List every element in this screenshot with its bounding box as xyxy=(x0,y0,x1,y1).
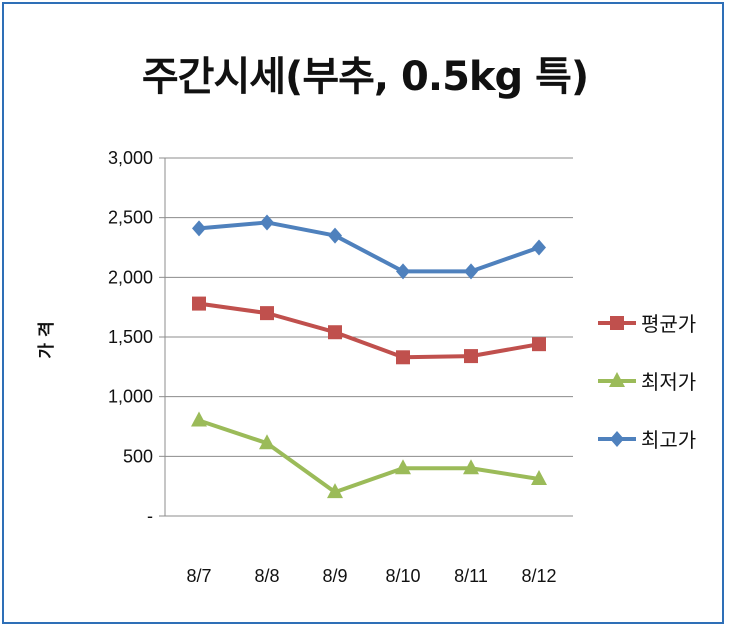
data-point-triangle xyxy=(609,372,625,387)
data-point-diamond xyxy=(260,214,274,231)
data-point-square xyxy=(328,325,342,340)
chart-title: 주간시세(부추, 0.5kg 특) xyxy=(141,54,589,100)
data-point-diamond xyxy=(532,239,546,256)
data-point-triangle xyxy=(395,459,411,475)
y-tick-label: 500 xyxy=(123,446,153,466)
series-markers xyxy=(191,214,547,499)
data-point-diamond xyxy=(464,263,478,280)
axes xyxy=(159,157,573,517)
y-tick-label: 1,500 xyxy=(108,327,153,347)
x-tick-labels: 8/7 8/8 8/9 8/10 8/11 8/12 xyxy=(186,566,556,586)
data-point-square xyxy=(532,337,546,352)
x-tick-label: 8/12 xyxy=(521,566,556,586)
gridlines xyxy=(165,157,573,457)
x-tick-label: 8/7 xyxy=(186,566,211,586)
series-line xyxy=(198,418,540,495)
data-point-triangle xyxy=(463,459,479,475)
data-point-triangle xyxy=(191,411,207,427)
data-point-diamond xyxy=(610,431,624,447)
data-point-square xyxy=(464,349,478,364)
data-point-diamond xyxy=(328,227,342,244)
data-point-diamond xyxy=(396,263,410,280)
data-point-diamond xyxy=(192,220,206,237)
x-tick-label: 8/9 xyxy=(322,566,347,586)
data-point-triangle xyxy=(531,470,547,486)
data-point-square xyxy=(610,316,624,330)
series-line xyxy=(198,220,540,274)
x-tick-label: 8/11 xyxy=(454,566,488,586)
y-tick-label: 3,000 xyxy=(108,148,153,168)
x-tick-label: 8/10 xyxy=(385,566,420,586)
data-point-triangle xyxy=(327,483,343,499)
data-point-square xyxy=(396,350,410,365)
legend-label: 최저가 xyxy=(641,370,696,394)
y-tick-label: 2,000 xyxy=(108,267,153,287)
legend-label: 평균가 xyxy=(641,312,696,336)
data-point-square xyxy=(192,296,206,311)
series-lines xyxy=(198,220,540,495)
y-tick-label: 1,000 xyxy=(108,387,153,407)
legend-label: 최고가 xyxy=(641,428,696,452)
y-tick-labels: - 500 1,000 1,500 2,000 2,500 3,000 xyxy=(108,148,153,526)
y-axis-label: 가 격 xyxy=(37,321,57,358)
chart-frame xyxy=(2,2,724,624)
data-point-square xyxy=(260,306,274,321)
y-tick-label: - xyxy=(147,506,153,526)
series-line xyxy=(198,301,540,360)
y-tick-label: 2,500 xyxy=(108,208,153,228)
x-tick-label: 8/8 xyxy=(254,566,279,586)
data-point-triangle xyxy=(259,434,275,450)
